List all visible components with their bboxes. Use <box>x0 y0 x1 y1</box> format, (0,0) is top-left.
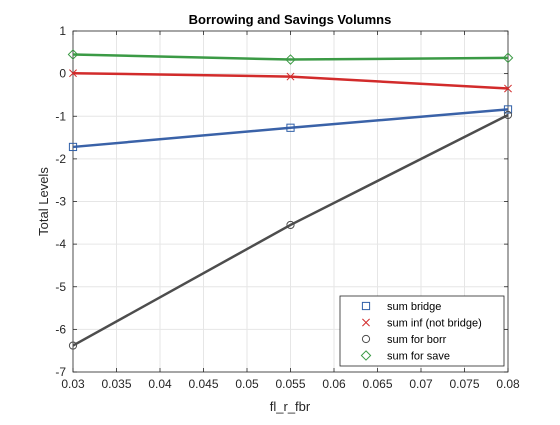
series-line-sum-for-save <box>72 53 509 61</box>
data-point-sum-for-borr <box>68 341 78 350</box>
marker-stroke <box>504 84 512 93</box>
x-axis-label: fl_r_fbr <box>270 399 311 414</box>
x-tick-label: 0.06 <box>322 377 346 391</box>
legend-item-sum-for-borr: sum for borr <box>361 334 447 346</box>
marker-stroke <box>362 318 370 327</box>
legend-label: sum for borr <box>387 334 447 346</box>
x-tick-label: 0.07 <box>409 377 433 391</box>
legend-item-sum-inf-not-bridge: sum inf (not bridge) <box>362 318 482 330</box>
legend-item-sum-bridge: sum bridge <box>361 301 441 313</box>
data-point-sum-bridge <box>503 105 513 114</box>
data-point-sum-inf-not-bridge <box>286 72 295 81</box>
x-tick-label: 0.03 <box>61 377 85 391</box>
x-tick-label: 0.055 <box>275 377 305 391</box>
x-tick-label: 0.065 <box>362 377 392 391</box>
data-point-sum-for-borr <box>286 220 295 230</box>
y-tick-label: -4 <box>55 237 66 251</box>
series-line-sum-bridge <box>72 108 509 149</box>
x-tick-label: 0.035 <box>101 377 131 391</box>
y-tick-label: -6 <box>55 322 66 336</box>
legend-marker <box>362 318 370 327</box>
marker-stroke <box>286 72 295 81</box>
y-tick-label: -3 <box>55 195 66 209</box>
series-sum-for-borr <box>68 110 513 350</box>
data-point-sum-for-save <box>502 52 514 64</box>
chart-title: Borrowing and Savings Volumns <box>189 12 392 27</box>
legend-items: sum bridge sum inf (not bridge) sum for bo… <box>360 301 482 363</box>
legend-marker <box>360 350 372 361</box>
legend-marker <box>361 334 371 344</box>
series-sum-for-save <box>67 49 514 65</box>
legend-box <box>339 295 505 367</box>
y-tick-label: -5 <box>55 280 66 294</box>
series-sum-inf-not-bridge <box>69 69 512 93</box>
x-tick-label: 0.04 <box>148 377 172 391</box>
data-point-sum-for-borr <box>503 110 513 120</box>
x-tick-label: 0.075 <box>449 377 479 391</box>
series-layer <box>67 49 514 350</box>
x-tick-label: 0.045 <box>188 377 218 391</box>
legend: sum bridge sum inf (not bridge) sum for bo… <box>339 295 505 367</box>
data-point-sum-inf-not-bridge <box>504 84 512 93</box>
marker-stroke <box>69 69 77 78</box>
legend-label: sum inf (not bridge) <box>387 318 482 330</box>
x-tick-label: 0.08 <box>496 377 520 391</box>
data-point-sum-bridge <box>286 123 295 132</box>
y-tick-label: -1 <box>55 109 66 123</box>
tick-layer: 0.03 0.035 0.04 0.045 0.05 0.055 0.06 0.065 0.07… <box>55 24 520 391</box>
x-tick-label: 0.05 <box>235 377 259 391</box>
series-sum-bridge <box>68 105 513 152</box>
data-point-sum-for-save <box>285 54 296 65</box>
legend-label: sum bridge <box>387 301 441 313</box>
legend-marker <box>361 301 371 311</box>
legend-item-sum-for-save: sum for save <box>360 350 450 363</box>
y-tick-label: -7 <box>55 365 66 379</box>
data-point-sum-bridge <box>68 142 78 152</box>
legend-label: sum for save <box>387 351 450 363</box>
y-tick-label: -2 <box>55 152 66 166</box>
data-point-sum-for-save <box>67 49 79 60</box>
data-point-sum-inf-not-bridge <box>69 69 77 78</box>
series-line-sum-for-borr <box>72 113 509 347</box>
y-tick-label: 1 <box>59 24 66 38</box>
y-axis-label: Total Levels <box>36 167 51 236</box>
y-tick-label: 0 <box>59 67 66 81</box>
